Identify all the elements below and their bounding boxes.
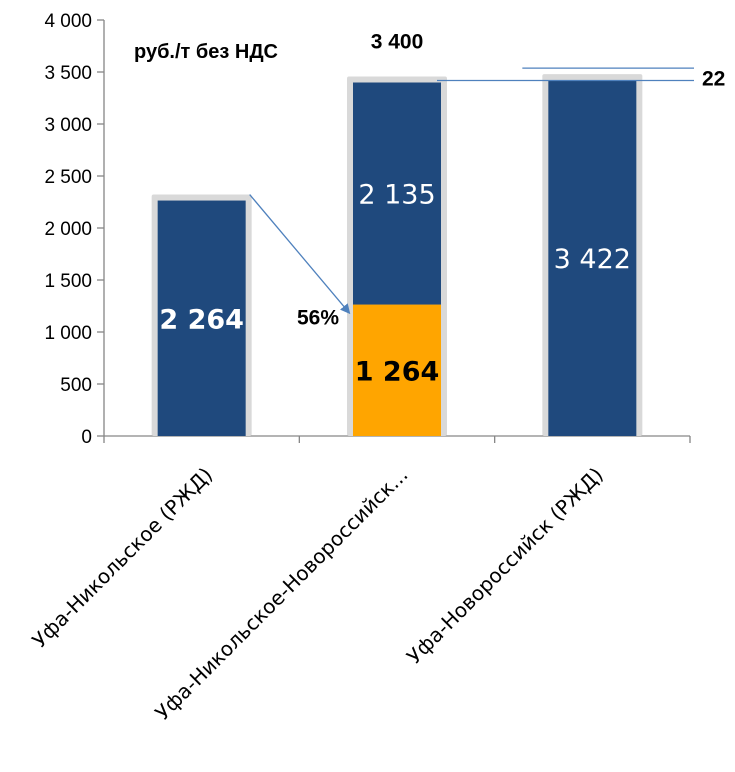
bar-segment xyxy=(353,82,441,305)
y-tick-label: 500 xyxy=(60,375,92,396)
bars xyxy=(151,74,643,436)
percent-label: 56% xyxy=(297,307,339,330)
x-axis: Уфа-Никольское (РЖД)Уфа-Никольское-Новор… xyxy=(27,435,691,725)
arrow-connector xyxy=(249,194,351,315)
data-label: 2 135 xyxy=(358,180,435,211)
x-category-label: Уфа-Никольское (РЖД) xyxy=(27,463,217,653)
bar-segment xyxy=(157,200,246,436)
data-labels: 2 264 1 264 2 135 3 422 xyxy=(159,180,631,388)
bar-segment xyxy=(353,304,441,436)
y-tick-label: 2 000 xyxy=(44,219,92,240)
annotations: 3 400 56% 22 xyxy=(249,31,725,330)
y-tick-label: 2 500 xyxy=(44,167,92,188)
y-tick-label: 4 000 xyxy=(44,11,92,32)
difference-label: 22 xyxy=(702,68,725,91)
y-tick-label: 3 500 xyxy=(44,63,92,84)
y-tick-label: 1 500 xyxy=(44,271,92,292)
total-label: 3 400 xyxy=(371,31,424,54)
data-label: 2 264 xyxy=(159,304,244,335)
y-tick-label: 3 000 xyxy=(44,115,92,136)
bar-segment xyxy=(548,80,637,436)
y-tick-label: 0 xyxy=(81,427,92,448)
data-label: 1 264 xyxy=(355,356,440,387)
y-axis: 0 500 1 000 1 500 2 000 2 500 3 000 3 500 4 000 xyxy=(44,11,105,448)
unit-label: руб./т без НДС xyxy=(134,41,278,63)
y-tick-label: 1 000 xyxy=(44,323,92,344)
x-category-label: Уфа-Новороссийск (РЖД) xyxy=(402,463,608,669)
data-label: 3 422 xyxy=(554,244,631,275)
